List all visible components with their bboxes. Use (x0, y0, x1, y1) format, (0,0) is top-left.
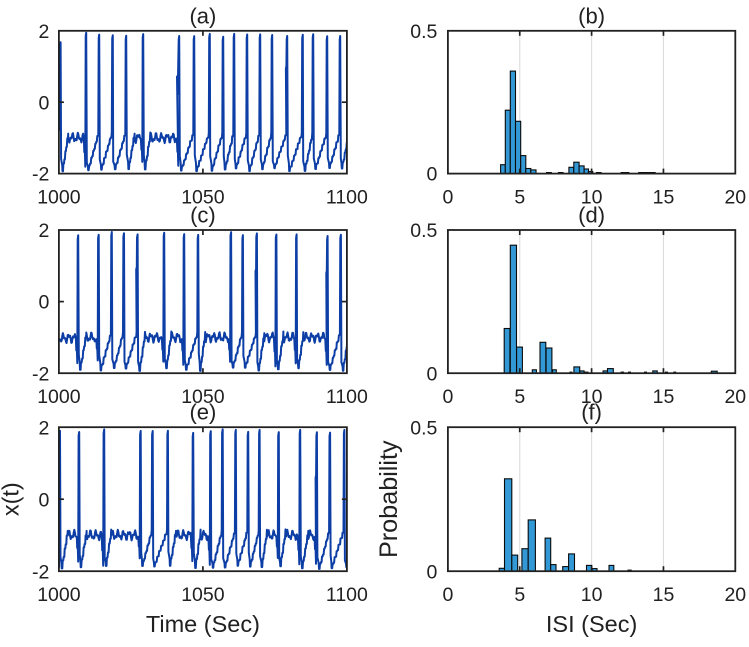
svg-text:5: 5 (514, 386, 525, 408)
svg-text:(a): (a) (189, 3, 216, 28)
svg-text:0: 0 (39, 292, 50, 314)
svg-text:0: 0 (39, 489, 50, 511)
svg-text:1000: 1000 (37, 584, 81, 606)
svg-text:1100: 1100 (326, 386, 368, 408)
svg-text:x(t): x(t) (0, 482, 24, 516)
svg-text:-2: -2 (32, 164, 49, 186)
svg-text:10: 10 (581, 186, 603, 208)
svg-text:1050: 1050 (181, 186, 225, 208)
svg-text:(b): (b) (578, 3, 605, 28)
svg-text:0.5: 0.5 (410, 417, 437, 439)
svg-text:(c): (c) (190, 203, 216, 228)
svg-text:15: 15 (653, 186, 675, 208)
svg-text:1100: 1100 (326, 584, 368, 606)
svg-text:-2: -2 (32, 561, 49, 583)
svg-text:15: 15 (653, 386, 675, 408)
svg-text:15: 15 (653, 584, 675, 606)
svg-text:1000: 1000 (37, 386, 81, 408)
svg-text:5: 5 (514, 186, 525, 208)
svg-text:1050: 1050 (181, 386, 225, 408)
svg-text:2: 2 (39, 21, 50, 43)
svg-text:1050: 1050 (181, 584, 225, 606)
svg-text:ISI (Sec): ISI (Sec) (546, 611, 637, 637)
svg-text:0: 0 (427, 164, 438, 186)
svg-text:0: 0 (427, 561, 438, 583)
svg-text:0: 0 (442, 584, 453, 606)
svg-text:0: 0 (442, 186, 453, 208)
svg-text:10: 10 (581, 584, 603, 606)
svg-text:2: 2 (39, 220, 50, 242)
svg-text:0: 0 (427, 363, 438, 385)
svg-text:20: 20 (724, 186, 746, 208)
svg-text:(f): (f) (581, 400, 602, 425)
svg-text:5: 5 (514, 584, 525, 606)
svg-text:10: 10 (581, 386, 603, 408)
svg-text:20: 20 (724, 386, 746, 408)
svg-text:2: 2 (39, 417, 50, 439)
svg-text:0: 0 (442, 386, 453, 408)
svg-text:Probability: Probability (375, 440, 403, 558)
svg-text:Time (Sec): Time (Sec) (146, 611, 260, 637)
svg-text:(d): (d) (578, 203, 605, 228)
svg-text:0.5: 0.5 (410, 220, 437, 242)
svg-text:1000: 1000 (37, 186, 81, 208)
svg-text:1100: 1100 (326, 186, 368, 208)
svg-text:20: 20 (724, 584, 746, 606)
svg-text:0: 0 (39, 92, 50, 114)
svg-text:0.5: 0.5 (410, 21, 437, 43)
svg-text:-2: -2 (32, 363, 49, 385)
svg-text:(e): (e) (189, 400, 216, 425)
